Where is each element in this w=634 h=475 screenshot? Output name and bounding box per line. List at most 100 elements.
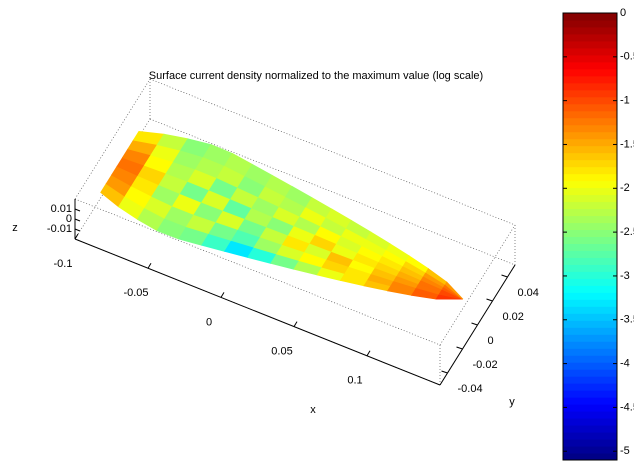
box-edge [149, 78, 516, 226]
colorbar-cell [563, 439, 617, 447]
colorbar-cell [563, 194, 617, 203]
colorbar-cell [563, 138, 617, 147]
colorbar-cell [563, 411, 617, 419]
colorbar-cell [563, 166, 617, 175]
y-tick [501, 274, 508, 278]
colorbar-cell [563, 327, 617, 335]
z-tick [74, 218, 81, 222]
colorbar-cell [563, 362, 617, 370]
box-edge [74, 78, 151, 200]
colorbar-cell [563, 397, 617, 405]
colorbar-cell [563, 243, 617, 251]
colorbar-cell [563, 299, 617, 307]
colorbar-cell [563, 404, 617, 412]
colorbar-cell [563, 292, 617, 300]
box-edge [74, 198, 441, 346]
colorbar-cell [563, 432, 617, 440]
colorbar-cell [563, 152, 617, 161]
colorbar-tick-label: 0 [620, 7, 626, 19]
y-tick-label: 0 [488, 335, 494, 347]
chart-title: Surface current density normalized to th… [149, 70, 483, 82]
y-axis-label: y [509, 396, 515, 408]
box-edge [149, 118, 516, 266]
colorbar-tick-label: -4.5 [620, 401, 634, 413]
colorbar-tick-label: -0.5 [620, 51, 634, 63]
colorbar-cell [563, 33, 617, 42]
colorbar-cell [563, 320, 617, 328]
colorbar-cell [563, 236, 617, 244]
colorbar-tick-label: -5 [620, 445, 630, 457]
z-tick-label: 0 [66, 213, 72, 225]
colorbar-cell [563, 68, 617, 77]
colorbar-tick-label: -3 [620, 270, 630, 282]
colorbar-cell [563, 103, 617, 112]
colorbar-cell [563, 208, 617, 217]
y-tick [486, 298, 493, 302]
x-tick-label: 0 [206, 316, 212, 328]
y-tick-label: -0.04 [458, 383, 483, 395]
colorbar-frame [562, 12, 618, 461]
colorbar-cell [563, 117, 617, 126]
colorbar-cell [563, 285, 617, 293]
colorbar-cell [563, 376, 617, 384]
colorbar-cell [563, 446, 617, 454]
colorbar-cell [563, 229, 617, 237]
colorbar-cell [563, 341, 617, 349]
colorbar-cell [563, 257, 617, 265]
colorbar-tick-label: -4 [620, 357, 630, 369]
colorbar-cell [563, 19, 617, 28]
y-tick-label: 0.04 [518, 287, 539, 299]
z-tick-label: 0.01 [51, 203, 72, 215]
x-tick [74, 233, 79, 240]
colorbar-cell [563, 334, 617, 342]
colorbar-cell [563, 40, 617, 49]
colorbar-cell [563, 13, 617, 21]
x-tick [366, 350, 371, 357]
colorbar-cell [563, 348, 617, 356]
x-tick-label: -0.1 [54, 258, 73, 270]
colorbar-cell [563, 369, 617, 377]
colorbar-cell [563, 180, 617, 189]
y-tick-label: 0.02 [503, 311, 524, 323]
surface-patch [444, 281, 464, 300]
colorbar-cell [563, 82, 617, 91]
x-tick [293, 321, 298, 327]
colorbar-cell [563, 96, 617, 105]
colorbar-tick-label: -2 [620, 182, 630, 194]
x-axis-label: x [310, 404, 316, 416]
colorbar-tick-label: -2.5 [620, 226, 634, 238]
y-tick [471, 322, 478, 326]
colorbar-cell [563, 47, 617, 56]
colorbar-cell [563, 222, 617, 231]
x-tick [220, 292, 225, 298]
colorbar-cell [563, 390, 617, 398]
colorbar-tick-label: -1 [620, 95, 630, 107]
colorbar-cell [563, 425, 617, 433]
z-tick [74, 228, 81, 232]
colorbar-cell [563, 75, 617, 84]
y-tick-label: -0.02 [473, 359, 498, 371]
colorbar-cell [563, 355, 617, 363]
colorbar-cell [563, 271, 617, 279]
colorbar-cell [563, 131, 617, 140]
colorbar-cell [563, 61, 617, 70]
z-axis-label: z [12, 222, 18, 234]
box-edge [439, 224, 516, 346]
x-tick-label: 0.05 [271, 346, 292, 358]
colorbar-cell [563, 278, 617, 286]
colorbar-cell [563, 89, 617, 98]
colorbar-cell [563, 250, 617, 258]
colorbar-tick-label: -3.5 [620, 314, 634, 326]
colorbar-cell [563, 383, 617, 391]
colorbar-cell [563, 313, 617, 321]
x-tick-label: -0.05 [123, 287, 148, 299]
colorbar-cell [563, 453, 617, 461]
x-tick-label: 0.1 [347, 375, 362, 387]
colorbar-cell [563, 26, 617, 35]
colorbar-cell [563, 306, 617, 314]
colorbar-cell [563, 159, 617, 168]
colorbar-cell [563, 124, 617, 133]
y-tick [441, 370, 448, 374]
colorbar-cell [563, 145, 617, 154]
colorbar-cell [563, 418, 617, 426]
